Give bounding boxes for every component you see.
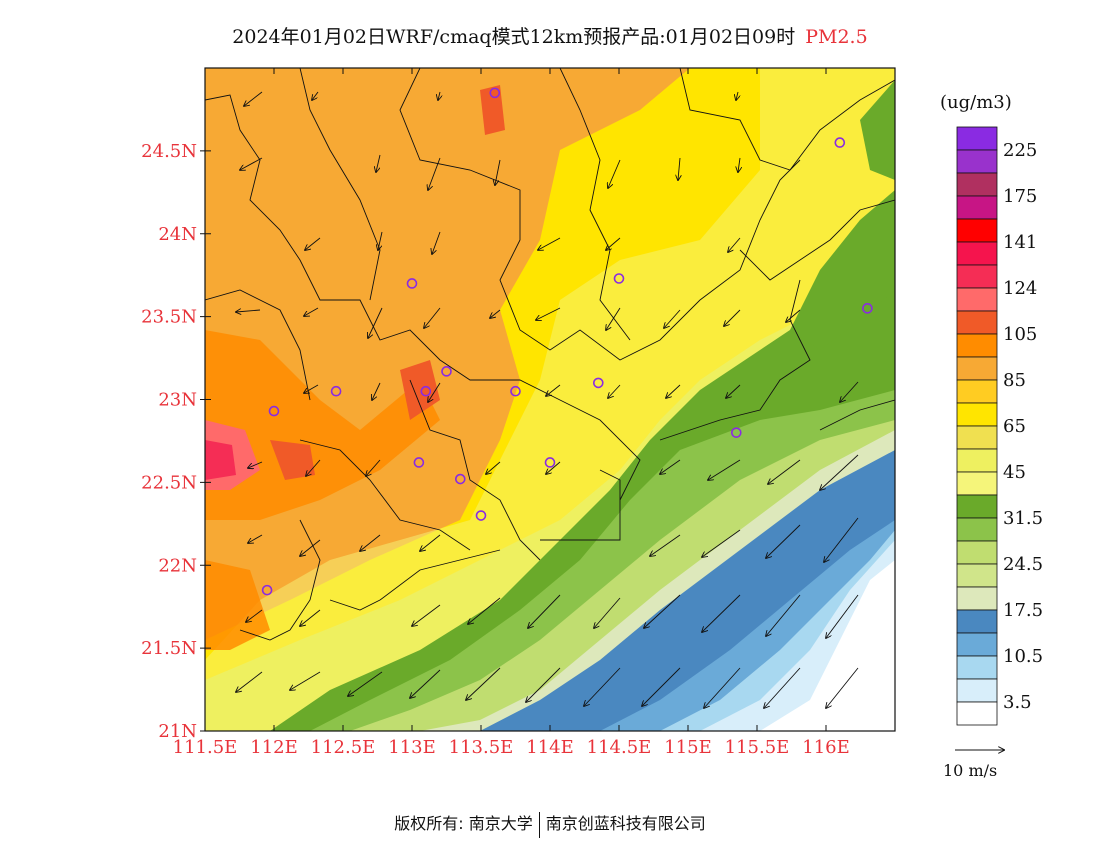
lon-tick-label: 112E: [250, 737, 298, 758]
lon-tick-label: 113.5E: [449, 737, 514, 758]
legend-swatch: [956, 264, 998, 289]
title-text: 2024年01月02日WRF/cmaq模式12km预报产品:01月02日09时: [232, 26, 796, 48]
legend-level-label: 31.5: [1003, 508, 1043, 529]
legend-swatch: [956, 701, 998, 726]
legend-level-label: 141: [1003, 232, 1037, 253]
station-marker: [330, 385, 342, 397]
copyright-left: 版权所有: 南京大学: [394, 814, 533, 833]
legend-swatch: [956, 448, 998, 473]
legend-swatch: [956, 655, 998, 680]
legend-swatch: [956, 126, 998, 151]
station-marker: [544, 457, 556, 468]
legend-level-label: 175: [1003, 186, 1037, 207]
station-marker: [261, 584, 273, 596]
legend-swatch: [956, 356, 998, 381]
legend-swatch: [956, 540, 998, 565]
lon-tick-label: 114E: [526, 737, 574, 758]
station-marker: [454, 473, 466, 485]
station-marker: [406, 278, 418, 289]
legend-unit: (ug/m3): [940, 92, 1012, 113]
legend-swatch: [956, 494, 998, 519]
map-title: 2024年01月02日WRF/cmaq模式12km预报产品:01月02日09时 P…: [0, 22, 1100, 49]
lat-tick-label: 21N: [158, 721, 197, 742]
legend-swatch: [956, 149, 998, 174]
lat-tick-label: 21.5N: [141, 638, 197, 659]
station-marker: [268, 405, 280, 417]
lon-tick-label: 111.5E: [173, 737, 238, 758]
legend-level-label: 105: [1003, 324, 1037, 345]
legend-swatch: [956, 563, 998, 588]
lat-tick-label: 22N: [158, 555, 197, 576]
station-marker: [413, 457, 425, 468]
station-marker: [834, 137, 846, 148]
legend-swatch: [956, 310, 998, 335]
legend-swatch: [956, 333, 998, 358]
copyright-right: 南京创蓝科技有限公司: [545, 814, 706, 833]
lon-tick-label: 114.5E: [587, 737, 652, 758]
pollution-field: [205, 68, 895, 731]
lat-tick-label: 22.5N: [141, 472, 197, 493]
latitude-ticks: 24.5N 24N 23.5N 23N 22.5N 22N 21.5N 21N: [141, 141, 211, 742]
legend-level-label: 10.5: [1003, 646, 1043, 667]
station-marker: [613, 273, 625, 284]
legend-swatch: [956, 586, 998, 611]
legend-level-label: 3.5: [1003, 692, 1032, 713]
station-marker: [441, 366, 452, 377]
legend-level-label: 65: [1003, 416, 1026, 437]
legend-swatch: [956, 471, 998, 496]
copyright-footer: 版权所有: 南京大学 南京创蓝科技有限公司: [0, 810, 1100, 838]
station-marker: [730, 427, 742, 438]
legend-level-label: 225: [1003, 140, 1037, 161]
legend-swatch: [956, 195, 998, 220]
station-marker: [489, 87, 501, 99]
legend-level-label: 17.5: [1003, 600, 1043, 621]
legend-swatch: [956, 609, 998, 634]
station-marker: [510, 385, 521, 397]
lat-tick-label: 23.5N: [141, 307, 197, 328]
color-legend: 225 175 141 124 105 85 65 45 31.5 24.5 17.5 10.5 3.5: [956, 126, 1043, 726]
pollutant-label: PM2.5: [805, 26, 868, 48]
station-marker: [420, 385, 432, 397]
station-marker: [592, 377, 604, 389]
legend-swatch: [956, 678, 998, 703]
legend-swatch: [956, 402, 998, 427]
station-marker: [862, 303, 873, 314]
legend-level-label: 85: [1003, 370, 1026, 391]
wind-vectors: [236, 91, 859, 708]
longitude-ticks: 111.5E 112E 112.5E 113E 113.5E 114E 114.5E 115E…: [173, 68, 850, 758]
lon-tick-label: 116E: [802, 737, 850, 758]
legend-swatch: [956, 379, 998, 404]
legend-swatch: [956, 241, 998, 266]
legend-swatch: [956, 287, 998, 312]
admin-boundaries: [205, 68, 895, 641]
lon-tick-label: 115.5E: [725, 737, 790, 758]
lon-tick-label: 112.5E: [311, 737, 376, 758]
monitoring-stations: [261, 87, 873, 596]
legend-swatch: [956, 425, 998, 450]
wind-reference-label: 10 m/s: [943, 761, 998, 780]
station-marker: [475, 510, 487, 521]
footer-separator: [538, 811, 540, 838]
legend-swatch: [956, 218, 998, 243]
lat-tick-label: 24N: [158, 224, 197, 245]
lon-tick-label: 113E: [388, 737, 436, 758]
legend-level-label: 24.5: [1003, 554, 1043, 575]
lon-tick-label: 115E: [664, 737, 712, 758]
lat-tick-label: 23N: [158, 390, 197, 411]
legend-level-label: 124: [1003, 278, 1037, 299]
lat-tick-label: 24.5N: [141, 141, 197, 162]
legend-swatch: [956, 517, 998, 542]
legend-swatch: [956, 172, 998, 197]
legend-swatch: [956, 632, 998, 657]
legend-level-label: 45: [1003, 462, 1026, 483]
